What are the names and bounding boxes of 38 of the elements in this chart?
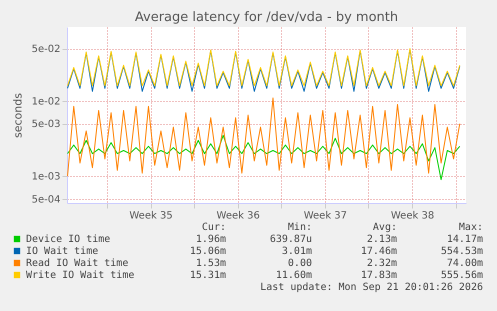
- text: 17.83m: [360, 270, 397, 281]
- text: 554.53m: [440, 246, 483, 257]
- text: 2.13m: [366, 234, 397, 245]
- text: 15.31m: [190, 270, 226, 281]
- text: 555.56m: [440, 270, 483, 281]
- text: 11.60m: [276, 270, 312, 281]
- y-tick-label: 5e-04: [32, 194, 60, 206]
- text: Last update: Mon Sep 21 20:01:26 2026: [260, 282, 483, 293]
- line-series: [67, 98, 460, 177]
- x-tick-label: Week 36: [216, 210, 260, 222]
- text: 74.00m: [446, 258, 483, 269]
- legend-label: Device IO time: [26, 234, 110, 245]
- text: 0.00: [288, 258, 312, 269]
- x-tick-label: Week 37: [304, 210, 348, 222]
- y-tick-label: 5e-02: [32, 44, 60, 56]
- text: 14.17m: [446, 234, 483, 245]
- y-tick-label: 5e-03: [32, 119, 60, 130]
- text: 2.32m: [366, 258, 397, 269]
- text: Min:: [288, 222, 312, 233]
- text: 639.87u: [270, 234, 312, 245]
- y-tick-label: 1e-02: [32, 96, 60, 108]
- text: 3.01m: [282, 246, 312, 257]
- legend-label: Read IO Wait time: [26, 258, 128, 269]
- text: 17.46m: [360, 246, 397, 257]
- legend-label: IO Wait time: [26, 246, 98, 257]
- line-series: [67, 134, 460, 180]
- y-axis-title: seconds: [12, 92, 25, 138]
- text: Cur:: [202, 222, 226, 233]
- text: Avg:: [372, 222, 397, 233]
- x-tick-label: Week 38: [390, 210, 434, 222]
- text: 1.53m: [196, 258, 226, 269]
- text: 15.06m: [190, 246, 226, 257]
- y-tick-label: 1e-03: [32, 172, 60, 183]
- x-tick-label: Week 35: [129, 210, 173, 222]
- legend-label: Write IO Wait time: [26, 270, 134, 281]
- chart-title: Average latency for /dev/vda - by month: [134, 10, 398, 25]
- text: 1.96m: [196, 234, 226, 245]
- text: Max:: [458, 222, 483, 233]
